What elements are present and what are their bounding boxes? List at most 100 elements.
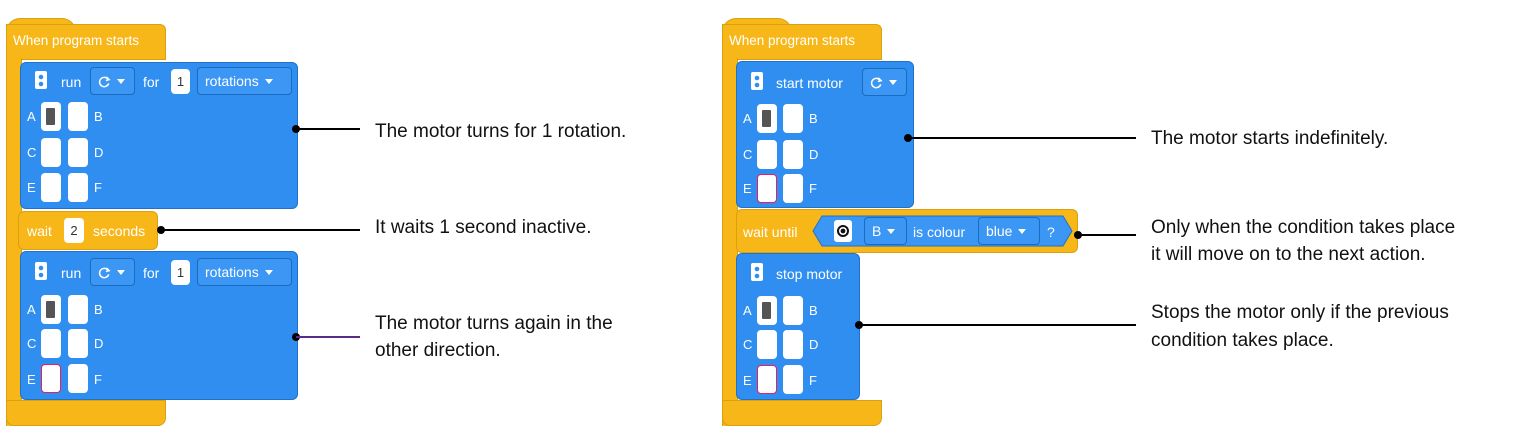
port-label-b: B bbox=[809, 303, 818, 318]
connector-line bbox=[859, 324, 1136, 326]
annotation-stop-line1: Stops the motor only if the previous bbox=[1151, 302, 1449, 323]
for-label: for bbox=[143, 265, 160, 281]
port-label-d: D bbox=[809, 147, 819, 162]
annotation-wait: It waits 1 second inactive. bbox=[375, 217, 592, 238]
direction-dropdown[interactable] bbox=[90, 258, 135, 286]
annotation-stop-line2: condition takes place. bbox=[1151, 330, 1334, 351]
annotation-turn-again-line2: other direction. bbox=[375, 340, 501, 361]
port-label-b: B bbox=[94, 302, 103, 317]
unit-label: rotations bbox=[205, 264, 259, 280]
port-label-d: D bbox=[94, 336, 104, 351]
connector-line bbox=[1078, 234, 1136, 236]
connector-line bbox=[908, 137, 1136, 139]
port-label-a: A bbox=[27, 109, 36, 124]
event-block-left[interactable] bbox=[6, 24, 166, 60]
chevron-down-icon bbox=[117, 269, 125, 275]
port-label-c: C bbox=[27, 336, 37, 351]
wait-seconds-block[interactable] bbox=[18, 211, 158, 250]
connector-line bbox=[296, 336, 360, 338]
port-b-toggle[interactable] bbox=[68, 295, 88, 324]
wait-label: wait bbox=[27, 223, 52, 239]
rotation-amount-input[interactable]: 1 bbox=[171, 69, 190, 94]
event-block-foot bbox=[6, 400, 166, 426]
port-c-toggle[interactable] bbox=[41, 329, 61, 358]
connector-line bbox=[161, 229, 360, 231]
clockwise-arrow-icon bbox=[98, 75, 111, 87]
sensor-port-label: B bbox=[872, 223, 882, 239]
port-label-e: E bbox=[743, 373, 752, 388]
port-c-toggle[interactable] bbox=[757, 330, 777, 359]
color-sensor-icon bbox=[834, 220, 852, 242]
annotation-condition-line2: it will move on to the next action. bbox=[1151, 244, 1426, 265]
port-label-c: C bbox=[743, 337, 753, 352]
unit-dropdown[interactable]: rotations bbox=[197, 67, 292, 95]
port-label-f: F bbox=[809, 373, 817, 388]
start-motor-label: start motor bbox=[776, 75, 843, 91]
motor-icon bbox=[750, 71, 764, 96]
event-block-right[interactable] bbox=[722, 24, 882, 60]
port-d-toggle[interactable] bbox=[68, 138, 88, 167]
seconds-label: seconds bbox=[93, 223, 146, 239]
port-label-e: E bbox=[27, 372, 36, 387]
port-b-toggle[interactable] bbox=[783, 296, 803, 325]
run-label: run bbox=[61, 265, 82, 281]
port-f-toggle[interactable] bbox=[783, 174, 803, 203]
rotation-amount-input[interactable]: 1 bbox=[171, 260, 190, 285]
motor-icon bbox=[34, 261, 48, 286]
annotation-starts-indefinitely: The motor starts indefinitely. bbox=[1151, 128, 1389, 149]
chevron-down-icon bbox=[264, 78, 273, 84]
wait-until-label: wait until bbox=[743, 224, 798, 240]
connector-line bbox=[296, 128, 360, 130]
for-label: for bbox=[143, 74, 160, 90]
chevron-down-icon bbox=[117, 78, 125, 84]
port-e-toggle[interactable] bbox=[757, 174, 777, 203]
port-d-toggle[interactable] bbox=[68, 329, 88, 358]
motor-icon bbox=[750, 262, 764, 287]
port-f-toggle[interactable] bbox=[68, 173, 88, 202]
port-a-toggle[interactable] bbox=[41, 295, 61, 324]
port-label-e: E bbox=[743, 181, 752, 196]
port-label-a: A bbox=[743, 303, 752, 318]
port-e-toggle[interactable] bbox=[41, 364, 61, 393]
port-d-toggle[interactable] bbox=[783, 330, 803, 359]
port-label-d: D bbox=[94, 145, 104, 160]
clockwise-arrow-icon bbox=[870, 76, 883, 88]
motor-icon bbox=[34, 70, 48, 95]
annotation-turn-rotation: The motor turns for 1 rotation. bbox=[375, 121, 627, 142]
port-label-a: A bbox=[743, 111, 752, 126]
port-label-f: F bbox=[94, 372, 102, 387]
direction-dropdown[interactable] bbox=[90, 67, 135, 95]
port-a-toggle[interactable] bbox=[41, 102, 61, 131]
event-label: When program starts bbox=[13, 33, 140, 48]
chevron-down-icon bbox=[889, 79, 897, 85]
unit-dropdown[interactable]: rotations bbox=[197, 258, 292, 286]
port-c-toggle[interactable] bbox=[757, 140, 777, 169]
port-e-toggle[interactable] bbox=[41, 173, 61, 202]
port-label-c: C bbox=[743, 147, 753, 162]
port-label-f: F bbox=[94, 180, 102, 195]
chevron-down-icon bbox=[264, 269, 273, 275]
wait-amount-input[interactable]: 2 bbox=[64, 218, 84, 243]
port-label-b: B bbox=[809, 111, 818, 126]
port-b-toggle[interactable] bbox=[783, 104, 803, 133]
sensor-port-dropdown[interactable]: B bbox=[864, 217, 907, 245]
stop-motor-label: stop motor bbox=[776, 266, 843, 282]
port-e-toggle[interactable] bbox=[757, 365, 777, 394]
port-f-toggle[interactable] bbox=[783, 365, 803, 394]
port-a-toggle[interactable] bbox=[757, 104, 777, 133]
annotation-turn-again-line1: The motor turns again in the bbox=[375, 313, 613, 334]
direction-dropdown[interactable] bbox=[862, 68, 907, 96]
question-label: ? bbox=[1047, 224, 1055, 240]
chevron-down-icon bbox=[887, 228, 896, 234]
annotation-condition-line1: Only when the condition takes place bbox=[1151, 217, 1456, 238]
unit-label: rotations bbox=[205, 73, 259, 89]
colour-dropdown[interactable]: blue bbox=[978, 217, 1040, 245]
port-a-toggle[interactable] bbox=[757, 296, 777, 325]
port-c-toggle[interactable] bbox=[41, 138, 61, 167]
port-label-a: A bbox=[27, 302, 36, 317]
port-b-toggle[interactable] bbox=[68, 102, 88, 131]
port-label-f: F bbox=[809, 181, 817, 196]
port-f-toggle[interactable] bbox=[68, 364, 88, 393]
event-label: When program starts bbox=[729, 33, 856, 48]
port-d-toggle[interactable] bbox=[783, 140, 803, 169]
